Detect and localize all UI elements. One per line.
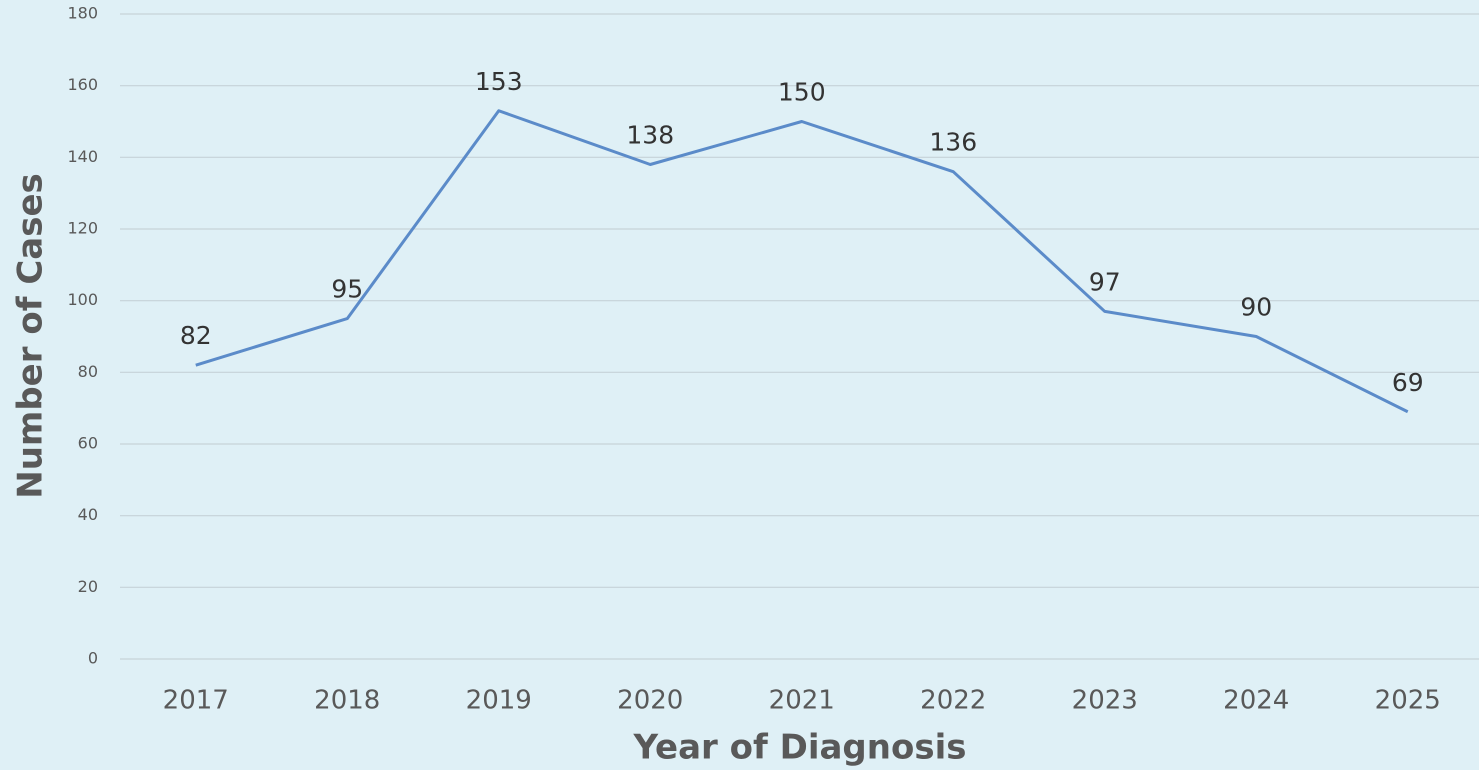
x-tick-label: 2018 bbox=[314, 686, 380, 716]
data-label: 150 bbox=[778, 78, 826, 107]
data-label: 97 bbox=[1089, 267, 1121, 296]
y-tick-label: 160 bbox=[67, 75, 98, 94]
y-tick-label: 140 bbox=[67, 147, 98, 166]
y-axis-title: Number of Cases bbox=[11, 173, 51, 499]
x-tick-label: 2021 bbox=[769, 686, 835, 716]
x-tick-label: 2020 bbox=[617, 686, 683, 716]
x-tick-label: 2023 bbox=[1072, 686, 1138, 716]
x-tick-label: 2017 bbox=[163, 686, 229, 716]
data-label: 82 bbox=[180, 321, 212, 350]
x-tick-label: 2022 bbox=[920, 686, 986, 716]
y-tick-label: 100 bbox=[67, 290, 98, 309]
x-tick-label: 2025 bbox=[1375, 686, 1441, 716]
y-tick-label: 0 bbox=[88, 649, 98, 668]
y-tick-label: 20 bbox=[78, 577, 98, 596]
x-tick-label: 2024 bbox=[1223, 686, 1289, 716]
data-label: 138 bbox=[626, 121, 674, 150]
x-axis-title: Year of Diagnosis bbox=[633, 728, 967, 768]
line bbox=[195, 109, 1409, 414]
y-tick-label: 80 bbox=[78, 362, 98, 381]
x-tick-label: 2019 bbox=[466, 686, 532, 716]
data-label: 136 bbox=[929, 128, 977, 157]
data-label: 153 bbox=[475, 67, 523, 96]
y-tick-label: 120 bbox=[67, 219, 98, 238]
data-label: 69 bbox=[1392, 368, 1424, 397]
y-tick-label: 180 bbox=[67, 4, 98, 23]
y-tick-label: 60 bbox=[78, 434, 98, 453]
y-tick-label: 40 bbox=[78, 505, 98, 524]
data-label: 90 bbox=[1240, 293, 1272, 322]
data-label: 95 bbox=[331, 275, 363, 304]
